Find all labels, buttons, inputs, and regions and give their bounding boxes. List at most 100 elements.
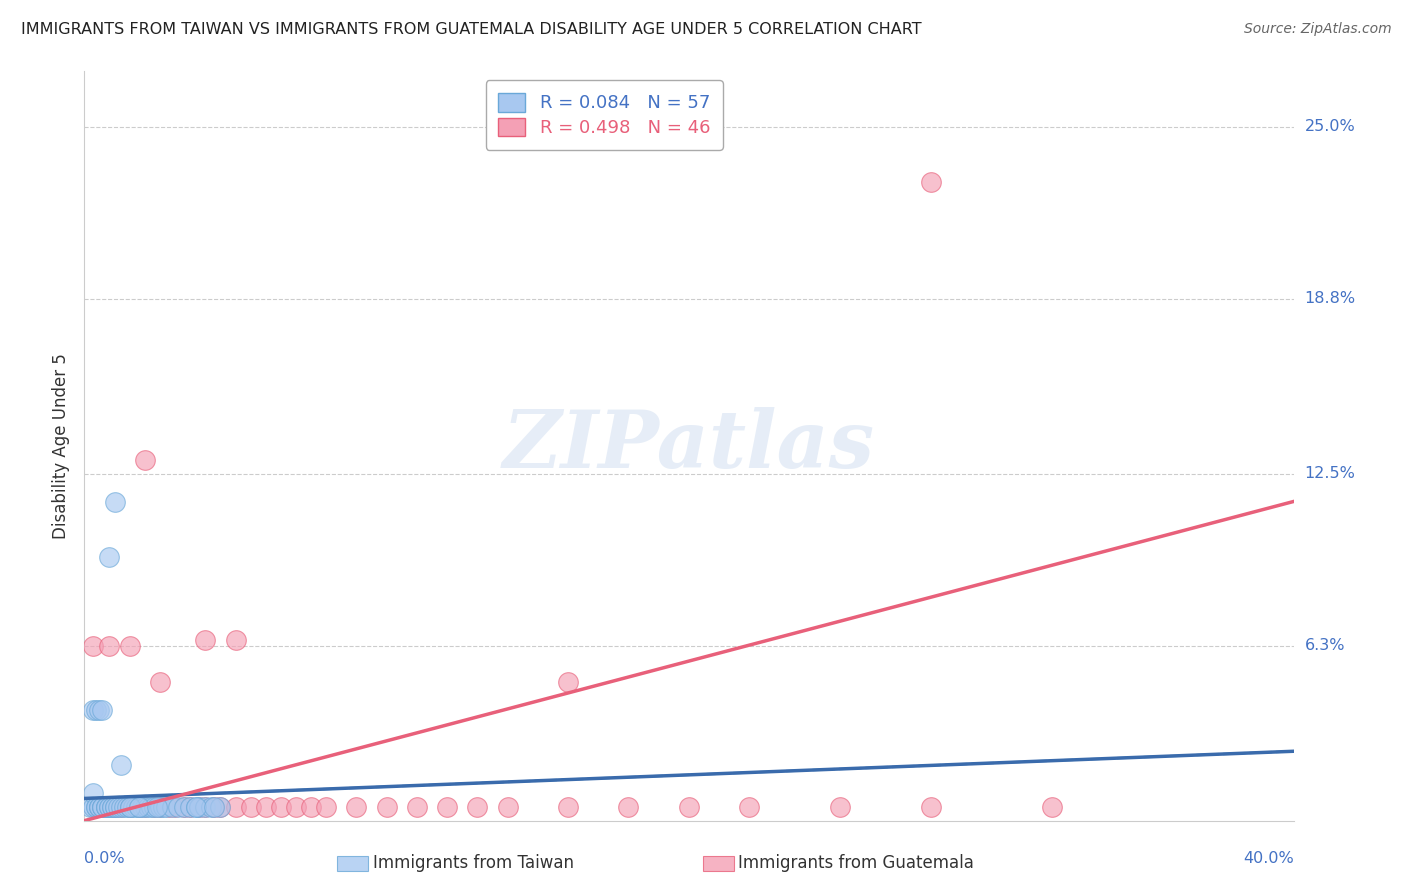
Point <box>82 703 104 717</box>
Point <box>188 799 211 814</box>
Point <box>146 799 169 814</box>
Point <box>118 639 141 653</box>
Point <box>89 703 111 717</box>
Point <box>82 799 104 814</box>
Point <box>254 799 277 814</box>
Point <box>104 799 127 814</box>
Point <box>86 799 108 814</box>
Point <box>179 799 201 814</box>
Point <box>209 799 232 814</box>
Point <box>406 799 429 814</box>
Point <box>194 799 217 814</box>
Point <box>202 799 225 814</box>
Text: IMMIGRANTS FROM TAIWAN VS IMMIGRANTS FROM GUATEMALA DISABILITY AGE UNDER 5 CORRE: IMMIGRANTS FROM TAIWAN VS IMMIGRANTS FRO… <box>21 22 922 37</box>
Point <box>118 799 141 814</box>
Point <box>557 674 579 689</box>
Point <box>678 799 700 814</box>
Point <box>89 799 111 814</box>
Text: 12.5%: 12.5% <box>1305 467 1355 482</box>
Text: Immigrants from Taiwan: Immigrants from Taiwan <box>373 855 574 872</box>
Point <box>91 799 114 814</box>
Point <box>89 799 111 814</box>
Point <box>830 799 852 814</box>
Point <box>91 799 114 814</box>
Point <box>155 799 177 814</box>
Point <box>131 799 153 814</box>
Point <box>121 799 143 814</box>
Point <box>173 799 195 814</box>
Point <box>115 799 138 814</box>
Point <box>104 799 127 814</box>
Point <box>128 799 150 814</box>
Point <box>107 799 129 814</box>
Point <box>152 799 174 814</box>
Point <box>82 786 104 800</box>
Point <box>496 799 519 814</box>
Point <box>86 703 108 717</box>
Point <box>225 633 247 648</box>
Point <box>167 799 190 814</box>
Point <box>142 799 165 814</box>
Point <box>160 799 183 814</box>
Point <box>346 799 368 814</box>
Point <box>112 799 135 814</box>
Point <box>315 799 337 814</box>
Point <box>173 799 195 814</box>
Point <box>134 799 156 814</box>
Point <box>467 799 489 814</box>
Point <box>94 799 117 814</box>
Point <box>100 799 122 814</box>
Text: 0.0%: 0.0% <box>84 851 125 866</box>
Point <box>188 799 211 814</box>
Point <box>97 799 120 814</box>
Text: 6.3%: 6.3% <box>1305 639 1346 653</box>
Point <box>194 633 217 648</box>
Point <box>100 799 122 814</box>
Point <box>91 799 114 814</box>
Point <box>920 175 942 189</box>
Point <box>179 799 201 814</box>
Point <box>920 799 942 814</box>
Point <box>209 799 232 814</box>
Point <box>125 799 148 814</box>
Point <box>79 799 101 814</box>
Point <box>82 639 104 653</box>
Point <box>202 799 225 814</box>
Point <box>270 799 292 814</box>
Point <box>149 799 172 814</box>
Point <box>94 799 117 814</box>
Point <box>134 799 156 814</box>
Point <box>436 799 458 814</box>
Text: Source: ZipAtlas.com: Source: ZipAtlas.com <box>1244 22 1392 37</box>
Point <box>142 799 165 814</box>
Point <box>118 799 141 814</box>
Point <box>136 799 159 814</box>
Point <box>149 674 172 689</box>
Point <box>375 799 398 814</box>
Point <box>617 799 640 814</box>
Point <box>225 799 247 814</box>
Text: Immigrants from Guatemala: Immigrants from Guatemala <box>738 855 974 872</box>
Point <box>86 799 108 814</box>
Point <box>97 799 120 814</box>
Point <box>104 799 127 814</box>
Y-axis label: Disability Age Under 5: Disability Age Under 5 <box>52 353 70 539</box>
Point <box>186 799 208 814</box>
Point <box>134 453 156 467</box>
Point <box>128 799 150 814</box>
Point <box>139 799 162 814</box>
Text: 40.0%: 40.0% <box>1243 851 1294 866</box>
Text: 25.0%: 25.0% <box>1305 120 1355 135</box>
Point <box>557 799 579 814</box>
Point <box>186 799 208 814</box>
Point <box>165 799 187 814</box>
Point <box>97 549 120 564</box>
Point <box>97 639 120 653</box>
Point <box>110 758 132 772</box>
Point <box>200 799 222 814</box>
Point <box>149 799 172 814</box>
Point <box>157 799 180 814</box>
Point <box>128 799 150 814</box>
Legend: R = 0.084   N = 57, R = 0.498   N = 46: R = 0.084 N = 57, R = 0.498 N = 46 <box>485 80 723 150</box>
Text: ZIPatlas: ZIPatlas <box>503 408 875 484</box>
